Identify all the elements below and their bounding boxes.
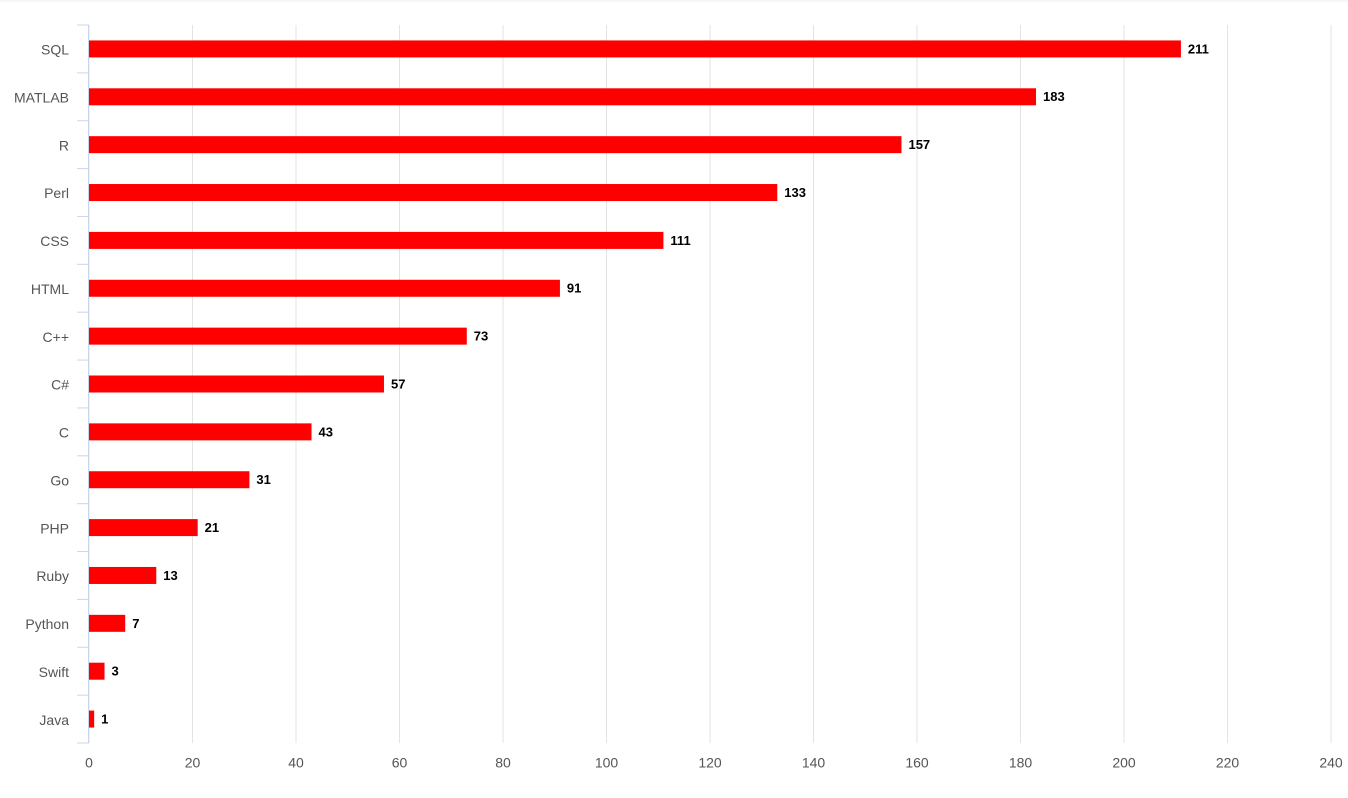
y-tick-label: HTML: [31, 281, 69, 297]
x-tick-label: 0: [85, 755, 93, 771]
bar: [89, 519, 198, 537]
x-tick-label: 140: [802, 755, 826, 771]
bar: [89, 471, 250, 489]
x-tick-label: 240: [1319, 755, 1343, 771]
x-tick-label: 120: [698, 755, 722, 771]
y-tick-label: C++: [43, 329, 69, 345]
x-tick-label: 80: [495, 755, 511, 771]
x-tick-label: 200: [1112, 755, 1136, 771]
bar: [89, 184, 778, 202]
data-label: 1: [101, 712, 108, 727]
bar: [89, 40, 1181, 58]
bar: [89, 423, 312, 441]
bar: [89, 710, 95, 728]
x-tick-label: 40: [288, 755, 304, 771]
y-tick-label: CSS: [40, 233, 69, 249]
bar: [89, 136, 902, 154]
data-label: 133: [784, 185, 806, 200]
x-tick-label: 220: [1216, 755, 1240, 771]
x-tick-label: 180: [1009, 755, 1033, 771]
y-tick-label: Swift: [39, 664, 69, 680]
data-label: 157: [908, 137, 930, 152]
y-tick-label: R: [59, 137, 69, 153]
data-label: 183: [1043, 89, 1065, 104]
data-label: 13: [163, 568, 177, 583]
data-label: 21: [205, 520, 219, 535]
y-tick-label: Ruby: [36, 568, 69, 584]
x-tick-label: 100: [595, 755, 619, 771]
bar: [89, 662, 105, 680]
data-label: 111: [670, 233, 690, 248]
data-label: 43: [319, 424, 333, 439]
data-label: 7: [132, 616, 139, 631]
y-tick-label: C: [59, 425, 69, 441]
y-tick-label: Java: [39, 712, 69, 728]
bar: [89, 375, 384, 393]
data-label: 31: [256, 472, 270, 487]
y-tick-label: PHP: [40, 520, 69, 536]
y-tick-label: Perl: [44, 185, 69, 201]
y-tick-label: Python: [25, 616, 69, 632]
data-label: 3: [112, 664, 119, 679]
x-tick-label: 20: [185, 755, 201, 771]
bar: [89, 88, 1037, 106]
x-tick-label: 60: [392, 755, 408, 771]
bar: [89, 327, 467, 345]
data-label: 91: [567, 281, 581, 296]
bar: [89, 566, 157, 584]
bar: [89, 279, 560, 297]
x-tick-label: 160: [905, 755, 929, 771]
bar: [89, 614, 126, 632]
data-label: 211: [1188, 41, 1209, 56]
bar: [89, 231, 664, 249]
y-tick-label: SQL: [41, 42, 69, 58]
data-label: 57: [391, 376, 405, 391]
y-tick-label: Go: [50, 472, 69, 488]
y-tick-label: C#: [51, 377, 69, 393]
data-label: 73: [474, 329, 488, 344]
y-tick-label: MATLAB: [14, 90, 69, 106]
